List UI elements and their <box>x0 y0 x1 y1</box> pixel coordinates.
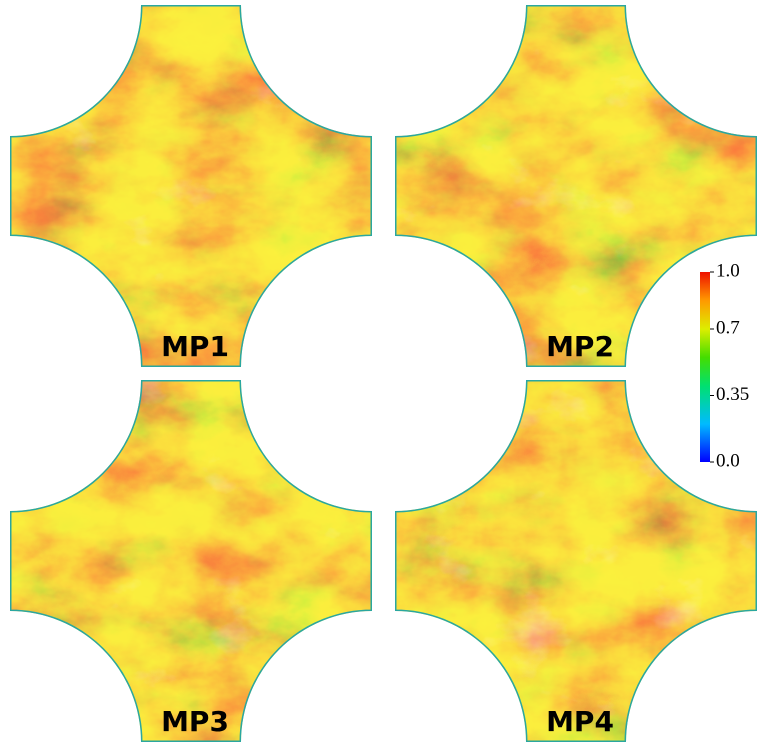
panel-label: MP2 <box>546 330 614 363</box>
contour-field <box>10 380 372 742</box>
panel: MP1 <box>10 5 372 367</box>
colorbar-tick-label: 0.35 <box>716 384 749 405</box>
panel-label: MP3 <box>161 705 229 738</box>
contour-field <box>10 5 372 367</box>
colorbar-tick-label: 0.7 <box>716 317 740 338</box>
panel: MP3 <box>10 380 372 742</box>
colorbar-tick-label: 0.0 <box>716 450 740 471</box>
panel-label: MP1 <box>161 330 229 363</box>
panel-label: MP4 <box>546 705 614 738</box>
colorbar-tick-label: 1.0 <box>716 260 740 281</box>
figure: MP1 MP2 MP3 MP4 1.0 0.7 0.35 0.0 <box>0 0 766 744</box>
colorbar <box>700 272 710 462</box>
